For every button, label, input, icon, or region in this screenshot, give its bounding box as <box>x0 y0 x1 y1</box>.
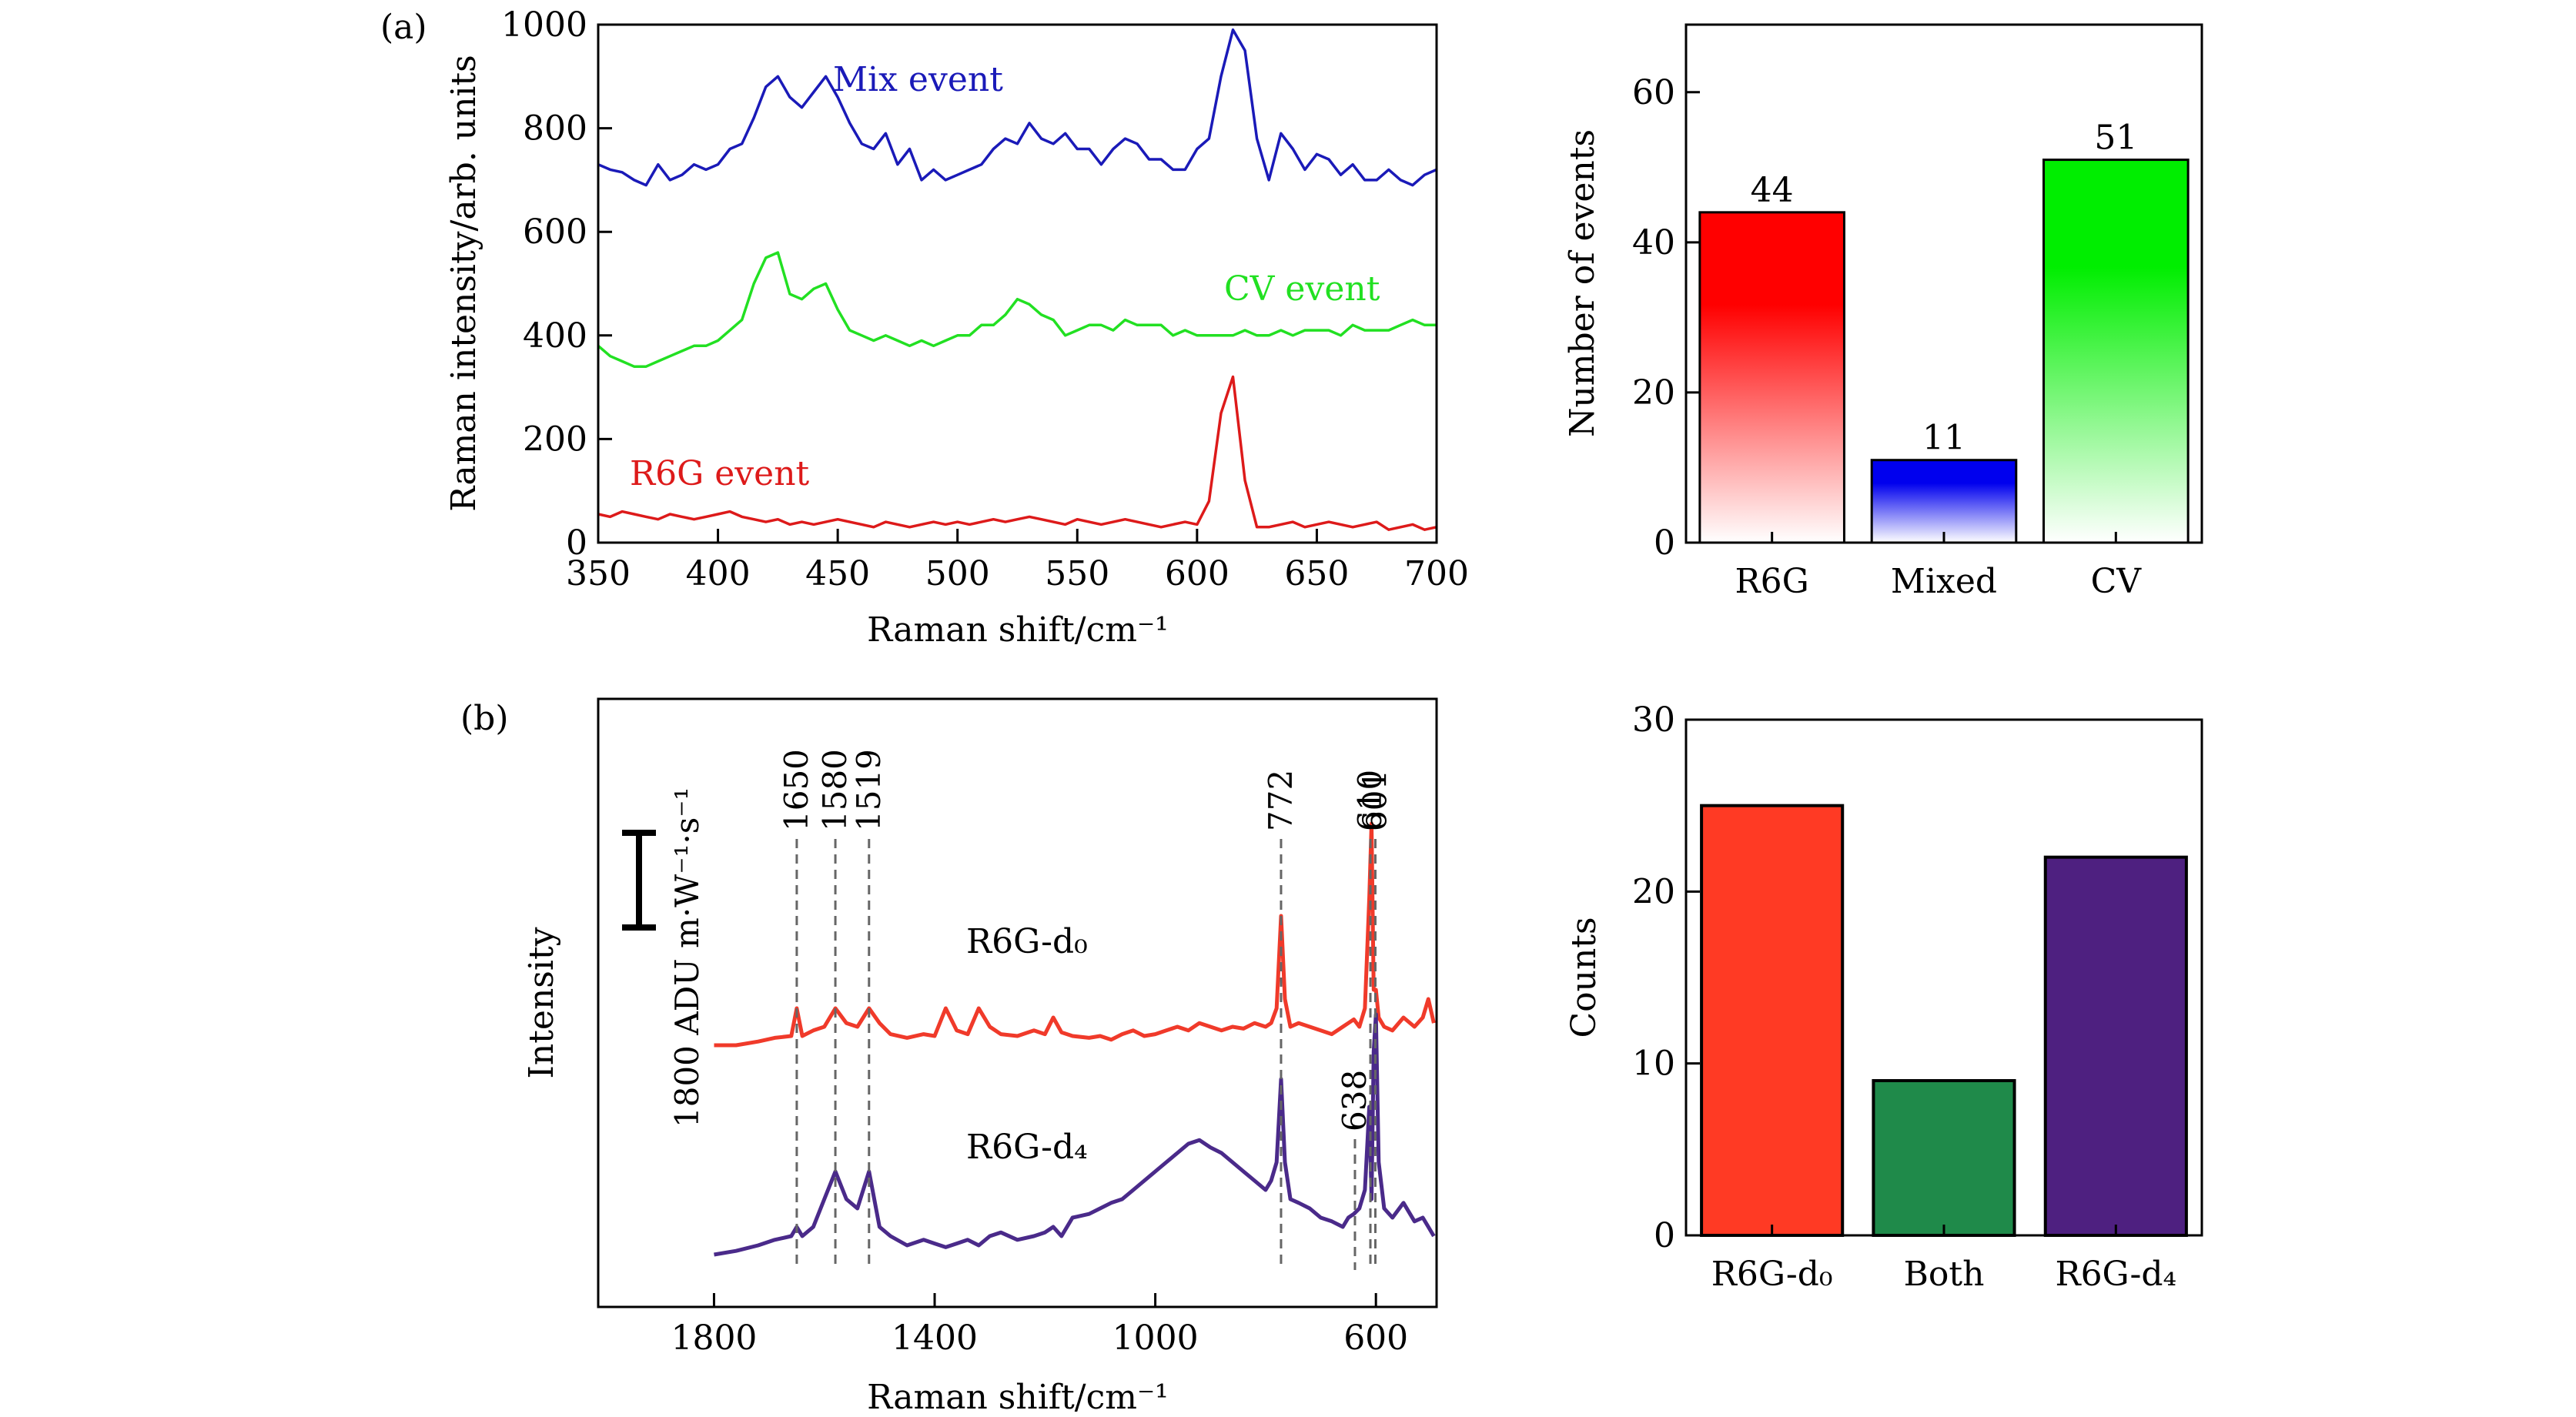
tick-layer: 1800 1400 1000 600 <box>671 1293 1408 1358</box>
bar-r6g-d <box>1700 804 1845 1237</box>
y-tick-label: 400 <box>523 316 587 356</box>
series-line-mix-event <box>597 28 1437 187</box>
y-axis-label: Intensity <box>522 927 561 1078</box>
y-tick-label: 0 <box>1654 523 1675 563</box>
x-tick-label: 350 <box>566 554 631 593</box>
series-label-d4: R6G-d₄ <box>966 1128 1088 1167</box>
x-tick-label: 600 <box>1343 1318 1408 1358</box>
x-tick-label: 1800 <box>671 1318 757 1358</box>
plot-frame <box>597 697 1438 1308</box>
plot-frame <box>597 23 1438 544</box>
bar-layer <box>1700 804 2188 1237</box>
series-layer <box>597 28 1437 531</box>
y-axis-label: Raman intensity/arb. units <box>444 55 483 512</box>
y-axis-label: Counts <box>1564 917 1604 1038</box>
y-tick-label: 200 <box>523 419 587 459</box>
x-tick-label: Mixed <box>1891 562 1997 601</box>
bar-mixed <box>1870 459 2018 544</box>
series-line-r6g-event <box>597 375 1437 531</box>
bar-value-label: 44 <box>1751 171 1794 210</box>
bar-r6g-d <box>2043 855 2188 1237</box>
peak-marker-label: 610 <box>1351 770 1389 831</box>
panel-label-a: (a) <box>380 8 427 47</box>
scale-bar-label: 1800 ADU m·W⁻¹·s⁻¹ <box>668 787 706 1128</box>
bar-value-label: 11 <box>1922 419 1965 458</box>
y-tick-label: 10 <box>1632 1044 1675 1084</box>
x-tick-label: Both <box>1904 1255 1985 1294</box>
bar-value-label: 51 <box>2094 119 2137 158</box>
y-tick-label: 20 <box>1632 872 1675 911</box>
peak-marker-label: 1580 <box>816 749 854 831</box>
x-tick-label: 600 <box>1165 554 1229 593</box>
series-label-mix: Mix event <box>833 60 1003 99</box>
y-tick-label: 800 <box>523 109 587 149</box>
bar-cv <box>2042 159 2190 544</box>
panel-label-b: (b) <box>460 699 509 738</box>
x-tick-label: 450 <box>805 554 870 593</box>
y-axis-label: Number of events <box>1563 129 1602 437</box>
series-line-cv-event <box>597 251 1437 368</box>
tick-layer: 350 400 450 500 550 600 650 700 0 200 400 600 800 100… <box>501 5 1469 593</box>
bar-both <box>1872 1079 2016 1237</box>
x-tick-label: CV <box>2091 562 2143 601</box>
y-tick-label: 40 <box>1632 223 1675 262</box>
bar-r6g <box>1698 211 1845 544</box>
x-axis-label: Raman shift/cm⁻¹ <box>867 610 1169 650</box>
x-axis-label: Raman shift/cm⁻¹ <box>867 1378 1169 1417</box>
x-tick-label: 400 <box>686 554 751 593</box>
y-tick-label: 60 <box>1632 73 1675 112</box>
x-tick-label: R6G-d₀ <box>1711 1255 1833 1294</box>
scale-bar <box>622 830 656 931</box>
chart-a-spectra: 350 400 450 500 550 600 650 700 0 200 400 600 800 100… <box>444 5 1469 650</box>
series-label-r6g: R6G event <box>630 454 810 493</box>
series-label-cv: CV event <box>1224 269 1380 309</box>
x-tick-label: R6G <box>1735 562 1809 601</box>
tick-layer: R6G-d₀ Both R6G-d₄ 0 10 20 30 <box>1632 700 2176 1294</box>
x-tick-label: R6G-d₄ <box>2055 1255 2176 1294</box>
bar-layer: 44 11 51 <box>1698 119 2190 544</box>
peak-marker-label: 1519 <box>850 749 888 831</box>
x-tick-label: 650 <box>1284 554 1349 593</box>
x-tick-label: 500 <box>925 554 990 593</box>
y-tick-label: 1000 <box>501 5 587 45</box>
y-tick-label: 20 <box>1632 373 1675 413</box>
tick-layer: R6G Mixed CV 0 20 40 60 <box>1632 73 2142 601</box>
chart-b-counts: R6G-d₀ Both R6G-d₄ 0 10 20 30 Counts <box>1564 700 2203 1294</box>
y-tick-label: 30 <box>1632 700 1675 740</box>
x-tick-label: 1000 <box>1112 1318 1199 1358</box>
peak-marker-label: 772 <box>1262 770 1300 831</box>
y-tick-label: 0 <box>566 523 587 563</box>
peak-marker-label: 638 <box>1336 1070 1373 1131</box>
peak-marker-label: 1650 <box>778 749 815 831</box>
x-tick-label: 550 <box>1045 554 1109 593</box>
x-tick-label: 1400 <box>892 1318 978 1358</box>
chart-a-event-counts: 44 11 51 R6G Mixed CV 0 20 40 60 Number of event… <box>1563 23 2203 601</box>
y-tick-label: 600 <box>523 212 587 252</box>
x-tick-label: 700 <box>1404 554 1469 593</box>
y-tick-label: 0 <box>1654 1216 1675 1255</box>
peak-marker-label: 601 <box>1356 770 1393 831</box>
series-label-d0: R6G-d₀ <box>966 922 1088 961</box>
